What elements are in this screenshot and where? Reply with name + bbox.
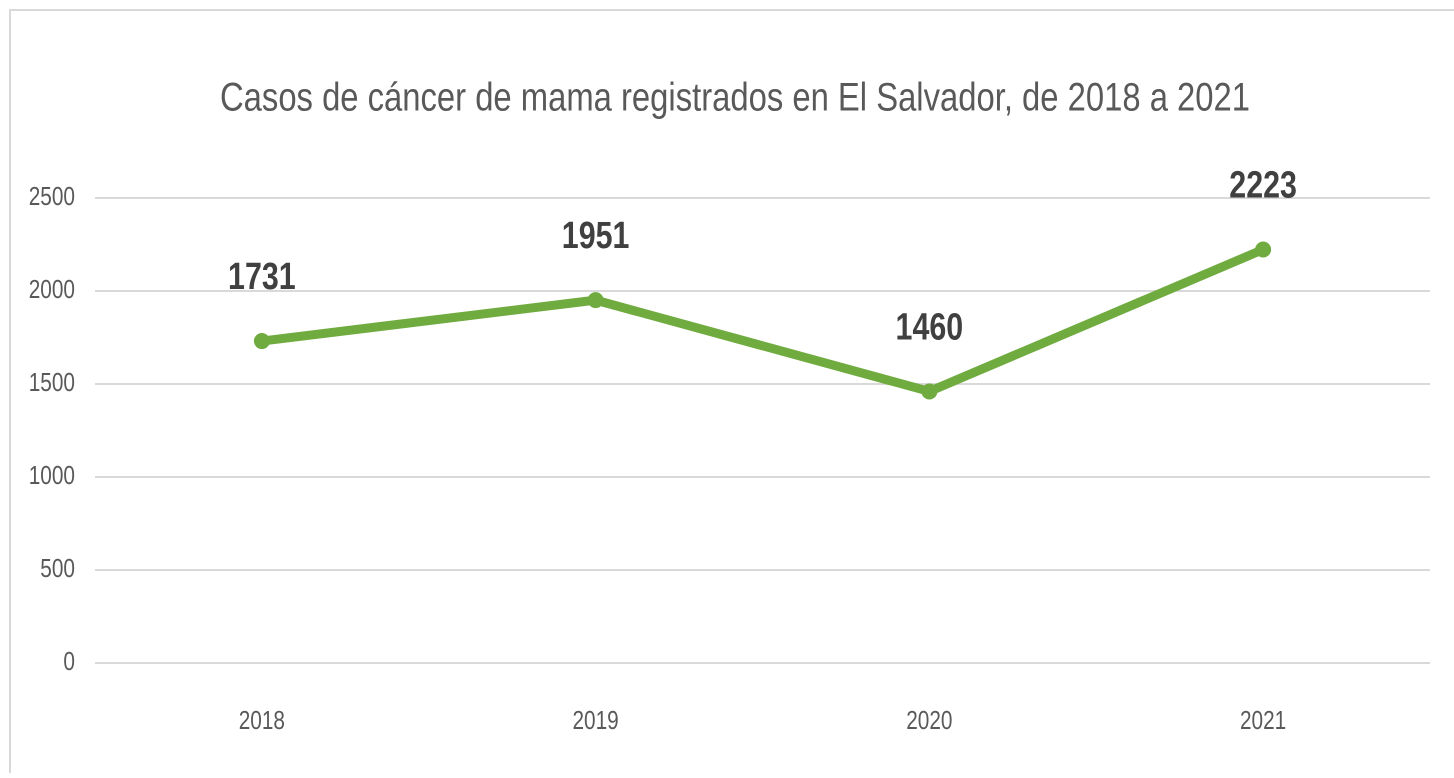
x-tick-label: 2020 <box>906 706 952 735</box>
marker <box>253 333 270 350</box>
marker <box>587 292 604 309</box>
x-tick-label: 2018 <box>239 706 285 735</box>
data-label: 1460 <box>896 306 964 348</box>
x-tick-label: 2019 <box>572 706 618 735</box>
y-tick-label: 2500 <box>29 182 75 211</box>
y-tick-label: 0 <box>63 647 75 676</box>
y-tick-label: 1000 <box>29 461 75 490</box>
y-tick-label: 1500 <box>29 368 75 397</box>
marker <box>1255 241 1272 258</box>
y-tick-label: 500 <box>40 554 75 583</box>
chart-border <box>9 9 1454 778</box>
line <box>261 245 1265 396</box>
marker <box>921 383 938 400</box>
chart-title: Casos de cáncer de mama registrados en E… <box>220 76 1250 120</box>
x-tick-label: 2021 <box>1240 706 1286 735</box>
data-label: 2223 <box>1229 164 1297 206</box>
y-tick-label: 2000 <box>29 275 75 304</box>
data-label: 1951 <box>562 215 630 257</box>
data-label: 1731 <box>228 256 296 298</box>
